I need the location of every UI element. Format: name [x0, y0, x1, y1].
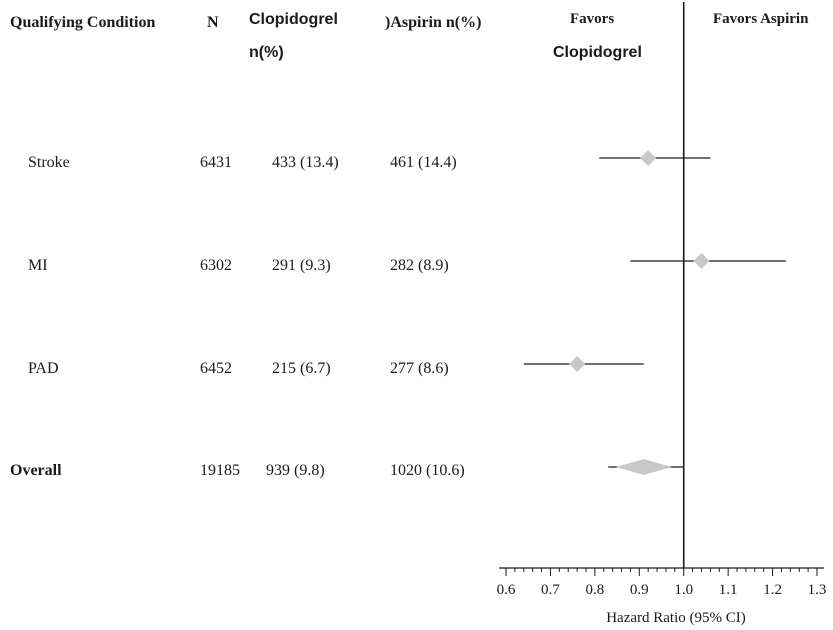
header-favors-left-line2: Clopidogrel	[553, 44, 642, 61]
row-aspirin-overall: 1020 (10.6)	[390, 462, 465, 479]
row-clopidogrel-pad: 215 (6.7)	[272, 360, 331, 377]
header-clopidogrel-line1: Clopidogrel	[249, 11, 338, 28]
row-aspirin-stroke: 461 (14.4)	[390, 154, 457, 171]
header-n: N	[207, 14, 219, 31]
row-aspirin-pad: 277 (8.6)	[390, 360, 449, 377]
row-condition-mi: MI	[28, 257, 48, 274]
x-tick-label: 0.6	[497, 582, 516, 598]
row-n-mi: 6302	[200, 257, 232, 274]
header-clopidogrel-line2: n(%)	[249, 44, 284, 61]
x-tick-label: 1.2	[763, 582, 782, 598]
x-tick-label: 1.3	[808, 582, 827, 598]
hr-marker-pad	[569, 356, 586, 372]
header-condition: Qualifying Condition	[10, 14, 156, 31]
hr-marker-stroke	[640, 150, 657, 166]
row-n-overall: 19185	[200, 462, 240, 479]
hr-marker-overall	[615, 459, 672, 475]
x-axis-title: Hazard Ratio (95% CI)	[606, 610, 746, 626]
row-clopidogrel-overall: 939 (9.8)	[266, 462, 325, 479]
header-aspirin: )Aspirin n(%)	[385, 14, 482, 31]
row-condition-overall: Overall	[10, 462, 62, 479]
hr-marker-mi	[693, 253, 710, 269]
x-tick-label: 1.0	[674, 582, 693, 598]
header-favors-left-line1: Favors	[570, 11, 615, 27]
header-favors-right: Favors Aspirin	[713, 11, 809, 27]
x-tick-label: 1.1	[719, 582, 738, 598]
row-condition-stroke: Stroke	[28, 154, 70, 171]
x-tick-label: 0.7	[541, 582, 560, 598]
row-aspirin-mi: 282 (8.9)	[390, 257, 449, 274]
row-n-stroke: 6431	[200, 154, 232, 171]
row-n-pad: 6452	[200, 360, 232, 377]
row-condition-pad: PAD	[28, 360, 59, 377]
row-clopidogrel-mi: 291 (9.3)	[272, 257, 331, 274]
row-clopidogrel-stroke: 433 (13.4)	[272, 154, 339, 171]
x-tick-label: 0.9	[630, 582, 649, 598]
x-tick-label: 0.8	[585, 582, 604, 598]
